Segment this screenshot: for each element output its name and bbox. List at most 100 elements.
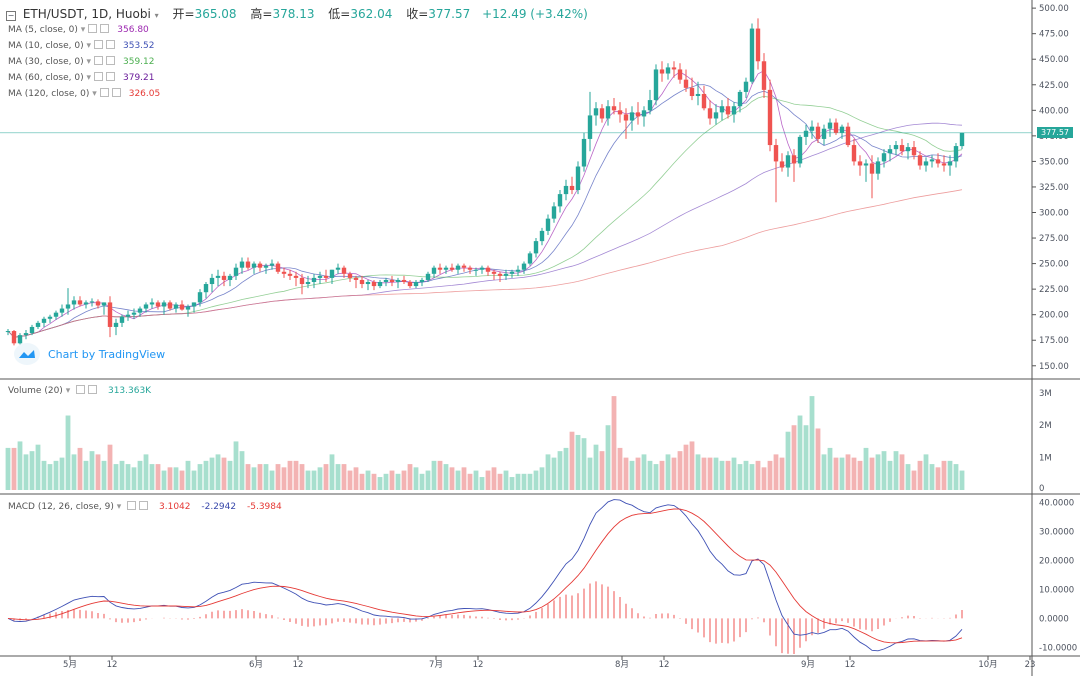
macd-tick-label: 0.0000 xyxy=(1039,614,1069,624)
candle-body xyxy=(863,163,869,166)
candle-body xyxy=(947,161,953,166)
candle-body xyxy=(809,126,815,131)
candle-body xyxy=(101,302,107,306)
candle-body xyxy=(605,106,611,119)
candle-body xyxy=(5,331,11,333)
volume-bar xyxy=(833,457,839,490)
volume-bar xyxy=(725,460,731,490)
candle-body xyxy=(401,279,407,282)
candle-body xyxy=(407,281,413,287)
moving-average-line xyxy=(7,70,963,338)
candle-body xyxy=(161,302,167,307)
close-icon[interactable] xyxy=(106,56,115,65)
volume-bar xyxy=(857,460,863,490)
candle-body xyxy=(245,261,251,268)
candle-body xyxy=(653,69,659,101)
volume-bar xyxy=(161,470,167,490)
volume-legend-label[interactable]: Volume (20) xyxy=(8,386,63,396)
volume-bar xyxy=(533,470,539,490)
candle-body xyxy=(431,267,437,274)
candle-body xyxy=(611,106,617,111)
time-tick-label: 10月 xyxy=(978,660,997,670)
settings-icon[interactable] xyxy=(88,24,98,33)
tradingview-watermark[interactable]: Chart by TradingView xyxy=(14,343,165,365)
chevron-down-icon[interactable]: ▾ xyxy=(116,502,122,512)
settings-icon[interactable] xyxy=(99,88,109,97)
chevron-down-icon[interactable]: ▾ xyxy=(83,41,91,51)
close-icon[interactable] xyxy=(106,72,115,81)
chevron-down-icon[interactable]: ▾ xyxy=(83,73,91,83)
candle-body xyxy=(827,122,833,129)
candle-body xyxy=(581,138,587,167)
candle-body xyxy=(563,185,569,195)
volume-bar xyxy=(929,464,935,490)
settings-icon[interactable] xyxy=(94,40,103,49)
volume-bar xyxy=(329,454,335,490)
volume-bar xyxy=(641,454,647,490)
volume-bar xyxy=(905,464,911,490)
ma-legend-label[interactable]: MA (5, close, 0) xyxy=(8,25,78,35)
volume-bar xyxy=(875,454,881,490)
ma-legend-label[interactable]: MA (60, close, 0) xyxy=(8,73,84,83)
volume-bar xyxy=(359,473,365,490)
candle-body xyxy=(11,331,17,344)
candle-body xyxy=(377,281,383,287)
price-tick-label: 250.00 xyxy=(1039,260,1069,270)
volume-bar xyxy=(137,460,143,490)
candle-body xyxy=(833,122,839,133)
collapse-icon[interactable]: − xyxy=(6,11,16,21)
candle-body xyxy=(35,322,41,327)
chevron-down-icon[interactable]: ▾ xyxy=(65,386,71,396)
chevron-down-icon[interactable]: ▾ xyxy=(77,25,86,35)
time-tick-label: 12 xyxy=(473,660,484,670)
last-price-tag: 377.57 xyxy=(1037,126,1073,138)
ma-legend-label[interactable]: MA (10, close, 0) xyxy=(8,41,84,51)
volume-bar xyxy=(557,451,563,490)
settings-icon[interactable] xyxy=(76,385,86,394)
candle-body xyxy=(911,147,917,156)
volume-bar xyxy=(521,473,527,490)
settings-icon[interactable] xyxy=(94,72,103,81)
watermark-text: Chart by TradingView xyxy=(48,347,166,361)
candle-body xyxy=(893,145,899,150)
candle-body xyxy=(497,273,503,276)
volume-bar xyxy=(191,470,197,490)
close-icon[interactable] xyxy=(139,501,149,510)
candle-body xyxy=(755,28,761,62)
candle-body xyxy=(83,302,89,305)
ma-legend-label[interactable]: MA (30, close, 0) xyxy=(8,57,84,67)
volume-bar xyxy=(269,470,275,490)
chevron-down-icon[interactable]: ▾ xyxy=(154,11,159,20)
time-tick-label: 6月 xyxy=(249,660,263,670)
volume-bar xyxy=(83,460,89,490)
volume-bar xyxy=(947,460,953,490)
macd-legend-label[interactable]: MACD (12, 26, close, 9) xyxy=(8,502,114,512)
candle-body xyxy=(659,69,665,74)
high-label: 高= xyxy=(250,7,273,21)
close-icon[interactable] xyxy=(111,88,121,97)
ma-legend-label[interactable]: MA (120, close, 0) xyxy=(8,89,90,99)
price-tick-label: 450.00 xyxy=(1039,55,1069,65)
macd-tick-label: 10.0000 xyxy=(1039,585,1074,595)
close-icon[interactable] xyxy=(88,385,98,394)
chevron-down-icon[interactable]: ▾ xyxy=(83,57,91,67)
settings-icon[interactable] xyxy=(127,501,137,510)
symbol-header: − ETH/USDT, 1D, Huobi ▾ 开=365.08 高=378.1… xyxy=(6,5,588,22)
close-icon[interactable] xyxy=(100,24,110,33)
volume-bar xyxy=(29,451,35,490)
candle-body xyxy=(191,302,197,307)
volume-bar xyxy=(611,396,617,490)
symbol-title[interactable]: ETH/USDT, 1D, Huobi xyxy=(22,7,151,21)
volume-bar xyxy=(77,447,83,490)
candle-body xyxy=(773,145,779,162)
volume-bar xyxy=(881,451,887,490)
settings-icon[interactable] xyxy=(94,56,103,65)
chevron-down-icon[interactable]: ▾ xyxy=(89,89,97,99)
volume-bar xyxy=(743,460,749,490)
candle-body xyxy=(629,112,635,121)
close-icon[interactable] xyxy=(106,40,115,49)
volume-bar xyxy=(575,434,581,490)
candle-body xyxy=(677,69,683,80)
candle-body xyxy=(617,110,623,115)
